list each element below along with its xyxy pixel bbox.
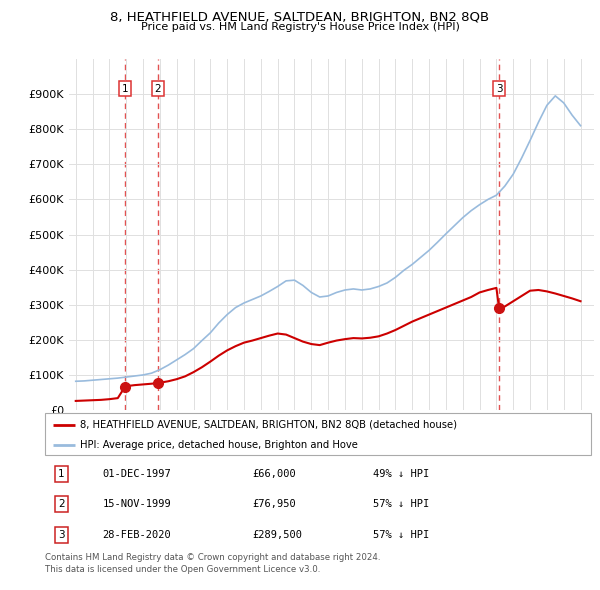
Text: 1: 1 — [58, 468, 65, 478]
Text: £66,000: £66,000 — [253, 468, 296, 478]
Text: 28-FEB-2020: 28-FEB-2020 — [103, 530, 171, 540]
Text: 2: 2 — [155, 84, 161, 94]
Text: 8, HEATHFIELD AVENUE, SALTDEAN, BRIGHTON, BN2 8QB (detached house): 8, HEATHFIELD AVENUE, SALTDEAN, BRIGHTON… — [80, 420, 457, 430]
Text: 57% ↓ HPI: 57% ↓ HPI — [373, 530, 429, 540]
Text: 01-DEC-1997: 01-DEC-1997 — [103, 468, 171, 478]
Text: 3: 3 — [58, 530, 65, 540]
Text: Contains HM Land Registry data © Crown copyright and database right 2024.
This d: Contains HM Land Registry data © Crown c… — [45, 553, 380, 574]
Text: 2: 2 — [58, 499, 65, 509]
Text: £289,500: £289,500 — [253, 530, 302, 540]
Text: 49% ↓ HPI: 49% ↓ HPI — [373, 468, 429, 478]
Text: 57% ↓ HPI: 57% ↓ HPI — [373, 499, 429, 509]
Text: 1: 1 — [122, 84, 128, 94]
Text: 3: 3 — [496, 84, 502, 94]
Text: HPI: Average price, detached house, Brighton and Hove: HPI: Average price, detached house, Brig… — [80, 440, 358, 450]
Text: 8, HEATHFIELD AVENUE, SALTDEAN, BRIGHTON, BN2 8QB: 8, HEATHFIELD AVENUE, SALTDEAN, BRIGHTON… — [110, 11, 490, 24]
Text: 15-NOV-1999: 15-NOV-1999 — [103, 499, 171, 509]
Text: Price paid vs. HM Land Registry's House Price Index (HPI): Price paid vs. HM Land Registry's House … — [140, 22, 460, 32]
Text: £76,950: £76,950 — [253, 499, 296, 509]
